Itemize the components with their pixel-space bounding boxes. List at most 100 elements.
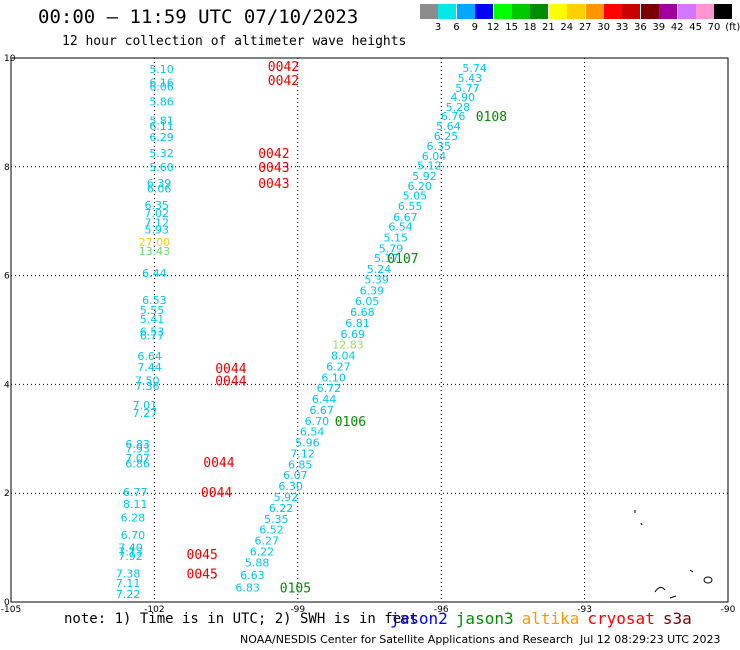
wave-height-reading: 6.83	[235, 581, 260, 594]
wave-height-reading: 7.11	[116, 577, 141, 590]
colorbar-swatch	[696, 4, 714, 19]
wave-height-reading: 5.81	[149, 115, 174, 128]
wave-height-reading: 7.12	[145, 216, 170, 229]
wave-height-reading: 6.05	[355, 295, 380, 308]
wave-height-reading: 5.10	[149, 63, 174, 76]
wave-height-reading: 6.68	[350, 306, 375, 319]
wave-height-reading: 5.05	[403, 190, 428, 203]
colorbar-label: 36	[634, 22, 647, 33]
pass-time-label: 0045	[187, 548, 218, 563]
colorbar-label: 9	[471, 22, 478, 33]
legend-entry-altika: altika	[521, 609, 580, 628]
wave-height-reading: 12.83	[332, 339, 364, 352]
colorbar-swatch	[640, 4, 659, 19]
wave-height-reading: 6.22	[269, 502, 294, 515]
wave-height-reading: 7.27	[133, 407, 158, 420]
colorbar-label: 18	[523, 22, 537, 33]
coastline-path	[634, 510, 713, 599]
wave-height-reading: 6.53	[142, 294, 167, 307]
credit-line: NOAA/NESDIS Center for Satellite Applica…	[240, 633, 574, 646]
wave-height-reading: 5.93	[145, 223, 170, 236]
wave-height-reading: 6.70	[305, 415, 330, 428]
colorbar-swatch	[548, 4, 567, 19]
colorbar-label: 42	[670, 22, 684, 33]
wave-height-reading: 6.06	[147, 183, 172, 196]
colorbar-swatch	[420, 4, 438, 19]
y-tick-label: 8	[4, 163, 10, 173]
wave-height-reading: 5.64	[436, 120, 461, 133]
generated-timestamp: Jul 12 08:29:23 UTC 2023	[580, 633, 721, 646]
wave-height-reading: 6.76	[441, 110, 466, 123]
observations-layer: 5.106.166.065.865.816.116.295.325.606.39…	[116, 62, 487, 601]
colorbar-swatch	[714, 4, 733, 19]
wave-height-reading: 6.04	[422, 150, 447, 163]
legend-entry-cryosat: cryosat	[587, 609, 655, 628]
wave-height-reading: 7.36	[135, 380, 160, 393]
wave-height-reading: 6.29	[149, 131, 174, 144]
wave-height-reading: 6.53	[140, 326, 165, 339]
wave-height-reading: 6.81	[345, 317, 370, 330]
map-title: 00:00 – 11:59 UTC 07/10/2023	[38, 6, 359, 28]
pass-time-label: 0045	[187, 568, 218, 583]
colorbar-swatch	[456, 4, 475, 19]
wave-height-reading: 6.16	[149, 76, 174, 89]
wave-height-reading: 7.12	[290, 447, 315, 460]
wave-height-reading: 6.67	[309, 404, 334, 417]
pass-time-label: 0044	[201, 486, 232, 501]
wave-height-reading: 6.69	[341, 328, 366, 341]
x-tick-label: -93	[577, 605, 592, 615]
wave-height-reading: 6.72	[317, 382, 342, 395]
wave-height-reading: 5.88	[245, 556, 270, 569]
colorbar-label: 12	[486, 22, 500, 33]
wave-height-reading: 6.77	[123, 486, 148, 499]
wave-height-reading: 5.43	[458, 72, 483, 85]
wave-height-reading: 6.44	[142, 267, 167, 280]
wave-height-reading: 6.27	[326, 360, 351, 373]
colorbar-swatch	[604, 4, 622, 19]
wave-height-reading: 6.70	[121, 529, 146, 542]
colorbar-swatch	[493, 4, 512, 19]
pass-time-label: 0044	[215, 362, 246, 377]
colorbar-label: 33	[615, 22, 629, 33]
wave-height-reading: 6.54	[388, 221, 413, 234]
wave-height-reading: 6.35	[427, 140, 452, 153]
y-tick-label: 6	[4, 272, 10, 282]
colorbar-swatch	[622, 4, 641, 19]
wave-height-reading: 7.40	[118, 542, 143, 555]
colorbar-label: 21	[542, 22, 555, 33]
pass-time-label: 0044	[203, 456, 234, 471]
colorbar-swatch	[512, 4, 530, 19]
wave-height-reading: 6.27	[254, 535, 279, 548]
colorbar-label: 27	[578, 22, 592, 33]
colorbar-swatch	[585, 4, 604, 19]
colorbar-swatch	[659, 4, 678, 19]
axis-ticks: -105 -102 -99 -96 -93 -90 0 2 4 6 8 10	[1, 54, 736, 615]
wave-height-reading: 6.83	[125, 438, 150, 451]
x-tick-label: -99	[290, 605, 305, 615]
wave-height-reading: 5.39	[364, 273, 389, 286]
wave-height-reading: 7.93	[125, 443, 150, 456]
wave-height-reading: 6.07	[283, 469, 308, 482]
wave-height-reading: 5.55	[140, 304, 165, 317]
legend-entry-s3a: s3a	[662, 609, 692, 628]
wave-height-reading: 6.22	[250, 545, 275, 558]
pass-time-label: 0043	[258, 161, 289, 176]
wave-height-reading: 5.96	[295, 437, 320, 450]
wave-height-reading: 5.92	[274, 491, 299, 504]
pass-time-label: 0043	[258, 177, 289, 192]
colorbar-label: 6	[453, 22, 460, 33]
wave-height-reading: 7.07	[125, 452, 150, 465]
colorbar-label: 15	[505, 22, 518, 33]
x-tick-label: -102	[144, 605, 164, 615]
colorbar-swatch	[475, 4, 494, 19]
y-tick-label: 4	[4, 380, 10, 390]
pass-time-label: 0044	[215, 375, 246, 390]
wave-height-reading: 6.54	[300, 426, 325, 439]
wave-height-reading: 6.67	[393, 211, 418, 224]
wave-height-reading: 7.02	[145, 207, 170, 220]
wave-height-reading: 6.55	[398, 200, 423, 213]
pass-labels-layer: 0042004200420043004300440044004400440045…	[187, 60, 508, 596]
wave-height-reading: 5.92	[412, 170, 437, 183]
footnote: note: 1) Time is in UTC; 2) SWH is in fe…	[64, 611, 419, 627]
wave-height-reading: 5.12	[417, 160, 442, 173]
